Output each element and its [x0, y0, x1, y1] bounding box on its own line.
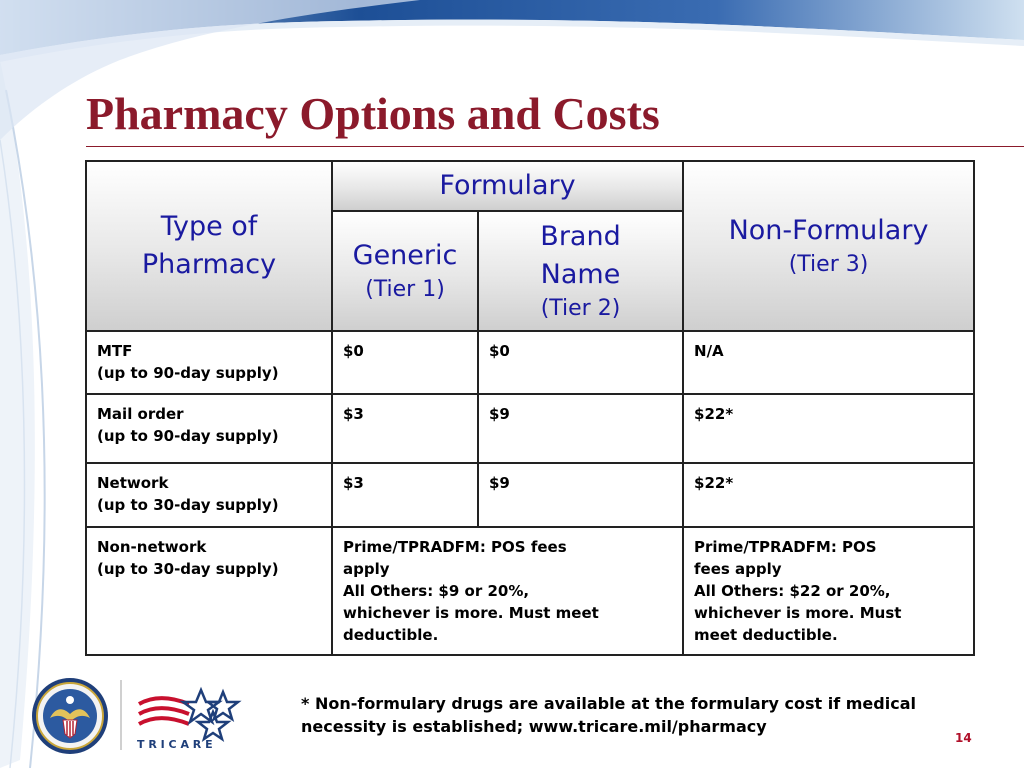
header-type-line1: Type of — [160, 211, 258, 242]
header-formulary: Formulary — [330, 160, 685, 212]
header-row-sub: Generic (Tier 1) Brand Name (Tier 2) — [86, 210, 974, 332]
row-mtf-nonformulary: N/A — [682, 330, 976, 395]
header-type-of-pharmacy: Type of Pharmacy — [85, 160, 333, 332]
row-mtf-brand: $0 — [476, 330, 685, 395]
header-brand-line2: Name — [540, 259, 621, 290]
header-generic: Generic (Tier 1) — [331, 210, 479, 332]
header-brand-tier: (Tier 2) — [540, 296, 621, 321]
slide-title: Pharmacy Options and Costs — [86, 88, 660, 139]
header-formulary-label: Formulary — [439, 170, 576, 201]
table-row: MTF (up to 90-day supply) $0 $0 N/A — [85, 330, 976, 395]
header-generic-tier: (Tier 1) — [365, 277, 445, 302]
logo-divider — [120, 680, 122, 750]
department-of-defense-seal-icon — [32, 678, 108, 754]
title-rule — [86, 146, 1024, 147]
row-network-nonformulary: $22* — [682, 462, 976, 528]
row-mail-order-brand: $9 — [476, 393, 685, 464]
row-non-network-type: Non-network (up to 30-day supply) — [85, 526, 333, 656]
footnote-line2: necessity is established; www.tricare.mi… — [301, 717, 767, 736]
footnote-line1: * Non-formulary drugs are available at t… — [301, 694, 916, 713]
header-row-top: Type of Pharmacy Formulary Non-Formulary… — [85, 160, 976, 332]
tricare-logo-icon: T R I C A R E — [137, 686, 242, 751]
table-row: Non-network (up to 30-day supply) Prime/… — [85, 526, 976, 656]
row-network-brand: $9 — [476, 462, 685, 528]
header-brand-name: Brand Name (Tier 2) — [476, 210, 685, 332]
footnote: * Non-formulary drugs are available at t… — [301, 692, 1001, 738]
page-number: 14 — [955, 731, 972, 745]
header-non-formulary-tier: (Tier 3) — [788, 252, 869, 277]
pharmacy-costs-table: Type of Pharmacy Formulary Non-Formulary… — [85, 160, 976, 656]
tricare-wordmark: T R I C A R E — [137, 738, 213, 751]
row-mtf-generic: $0 — [331, 330, 479, 395]
row-mail-order-generic: $3 — [331, 393, 479, 464]
header-non-formulary-label: Non-Formulary — [728, 215, 929, 246]
row-non-network-nonformulary: Prime/TPRADFM: POS fees apply All Others… — [682, 526, 976, 656]
header-non-formulary: Non-Formulary (Tier 3) — [682, 160, 976, 332]
header-brand-line1: Brand — [540, 221, 621, 252]
table-row: Network (up to 30-day supply) $3 $9 $22* — [85, 462, 976, 528]
row-mail-order-nonformulary: $22* — [682, 393, 976, 464]
table-row: Mail order (up to 90-day supply) $3 $9 $… — [85, 393, 976, 464]
header-generic-label: Generic — [352, 240, 458, 271]
row-non-network-formulary: Prime/TPRADFM: POS fees apply All Others… — [330, 526, 685, 656]
row-mail-order-type: Mail order (up to 90-day supply) — [85, 393, 333, 464]
row-network-type: Network (up to 30-day supply) — [85, 462, 333, 528]
header-type-line2: Pharmacy — [141, 249, 277, 280]
row-network-generic: $3 — [331, 462, 479, 528]
row-mtf-type: MTF (up to 90-day supply) — [85, 330, 333, 395]
